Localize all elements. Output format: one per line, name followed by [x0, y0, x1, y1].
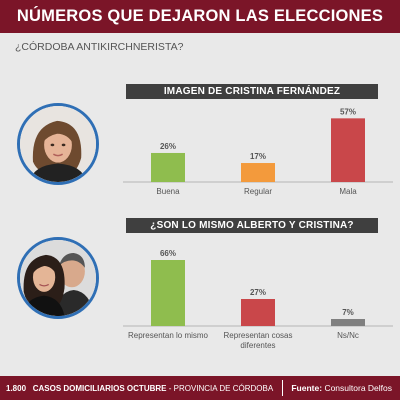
chart-1-title: IMAGEN DE CRISTINA FERNÁNDEZ — [163, 86, 341, 97]
chart-1-bar-2 — [331, 118, 365, 182]
portrait-cristina-icon — [20, 106, 96, 182]
chart-2-value-label-2: 7% — [342, 308, 354, 317]
header-title: NÚMEROS QUE DEJARON LAS ELECCIONES — [16, 7, 384, 25]
chart-1-value-label-0: 26% — [160, 142, 176, 151]
chart-1-bar-1 — [241, 163, 275, 182]
chart-1-value-label-1: 17% — [250, 152, 266, 161]
footer-source-value: Consultora Delfos — [324, 383, 392, 393]
chart-1-plot: 26% Buena 17% Regular 57% Mala — [123, 107, 393, 196]
chart-2-title: ¿SON LO MISMO ALBERTO Y CRISTINA? — [150, 220, 354, 231]
footer-source: Fuente: Consultora Delfos — [291, 383, 400, 393]
avatar-alberto-cristina — [17, 237, 99, 319]
chart-1-category-label-1: Regular — [244, 187, 272, 196]
chart-2-category-label-2: Ns/Nc — [337, 331, 359, 340]
chart-1-category-label-0: Buena — [156, 187, 180, 196]
footer-source-label: Fuente: — [291, 383, 323, 393]
chart-2-category-label-0: Representan lo mismo — [128, 331, 209, 340]
chart-2-value-label-0: 66% — [160, 249, 176, 258]
avatar-cristina — [17, 103, 99, 185]
portrait-alberto-cristina-icon — [20, 240, 96, 316]
chart-2-bar-0 — [151, 260, 185, 326]
chart-2-category-label-1-line-0: Representan cosas — [224, 331, 293, 340]
chart-2-bar-2 — [331, 319, 365, 326]
chart-2-bar-1 — [241, 299, 275, 326]
chart-1-category-label-2: Mala — [339, 187, 357, 196]
footer-survey: CASOS DOMICILIARIOS OCTUBRE — [32, 383, 167, 393]
chart-2-value-label-1: 27% — [250, 288, 266, 297]
footer-survey-info: 1.800 CASOS DOMICILIARIOS OCTUBRE - PROV… — [0, 384, 282, 393]
chart-2-plot: 66% Representan lo mismo 27% Representan co… — [123, 249, 393, 350]
footer-region: - PROVINCIA DE CÓRDOBA — [168, 383, 274, 393]
chart-1-title-band: IMAGEN DE CRISTINA FERNÁNDEZ — [126, 84, 378, 99]
chart-1: 26% Buena 17% Regular 57% Mala — [123, 102, 393, 200]
chart-1-value-label-2: 57% — [340, 107, 356, 116]
footer-count: 1.800 — [6, 383, 27, 393]
subtitle: ¿CÓRDOBA ANTIKIRCHNERISTA? — [15, 41, 184, 53]
footer-bar: 1.800 CASOS DOMICILIARIOS OCTUBRE - PROV… — [0, 376, 400, 400]
chart-2-title-band: ¿SON LO MISMO ALBERTO Y CRISTINA? — [126, 218, 378, 233]
chart-1-bar-0 — [151, 152, 185, 182]
footer-divider — [282, 380, 284, 396]
header-banner: NÚMEROS QUE DEJARON LAS ELECCIONES — [0, 0, 400, 33]
chart-2: 66% Representan lo mismo 27% Representan co… — [123, 237, 393, 353]
chart-2-category-label-1-line-1: diferentes — [240, 341, 275, 350]
